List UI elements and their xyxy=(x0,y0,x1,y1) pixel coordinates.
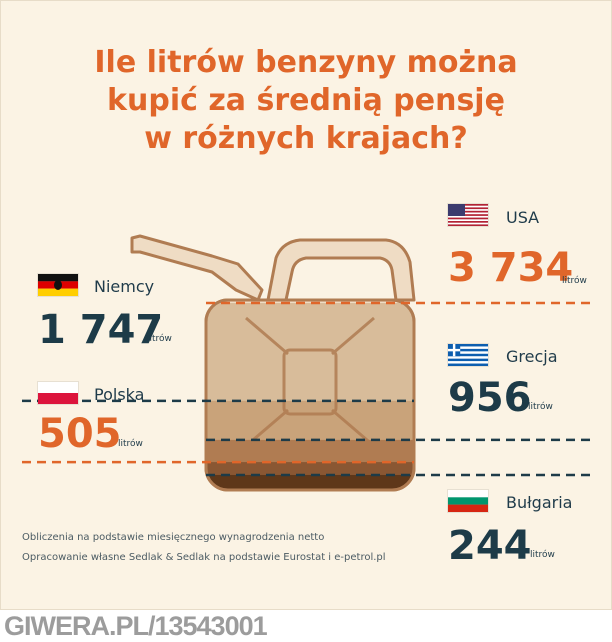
value-usa: 3 734 xyxy=(448,245,574,291)
value-grecja: 956 xyxy=(448,375,532,421)
title-line-2: kupić za średnią pensję xyxy=(107,83,505,118)
flag-greece-icon xyxy=(448,344,488,366)
title-line-3: w różnych krajach? xyxy=(144,121,468,156)
flag-bulgaria-icon xyxy=(448,490,488,512)
unit-usa: litrów xyxy=(562,276,587,286)
unit-bulgaria: litrów xyxy=(530,550,555,560)
level-lines xyxy=(22,301,590,477)
jerrycan-chart xyxy=(22,234,590,492)
flag-germany-icon xyxy=(38,274,78,296)
value-polska: 505 xyxy=(38,411,122,457)
jerrycan-icon xyxy=(130,234,416,492)
value-bulgaria: 244 xyxy=(448,523,532,569)
fuel-layer-bułgaria xyxy=(206,474,414,490)
unit-niemcy: litrów xyxy=(147,334,172,344)
footnote-2: Opracowanie własne Sedlak & Sedlak na po… xyxy=(22,552,386,563)
label-usa: USA xyxy=(506,208,540,227)
flag-poland-icon xyxy=(38,382,78,404)
label-grecja: Grecja xyxy=(506,347,558,366)
value-niemcy: 1 747 xyxy=(38,307,164,353)
label-niemcy: Niemcy xyxy=(94,277,155,296)
footnote-1: Obliczenia na podstawie miesięcznego wyn… xyxy=(22,532,325,543)
jerrycan-emboss xyxy=(245,316,375,448)
unit-grecja: litrów xyxy=(528,402,553,412)
title-line-1: Ile litrów benzyny można xyxy=(94,45,518,80)
label-bulgaria: Bułgaria xyxy=(506,493,573,512)
watermark: GIWERA.PL/13543001 xyxy=(4,611,268,641)
label-polska: Polska xyxy=(94,385,145,404)
unit-polska: litrów xyxy=(118,439,143,449)
flag-usa-icon xyxy=(448,204,488,226)
page-title: Ile litrów benzyny można kupić za średni… xyxy=(0,44,612,158)
